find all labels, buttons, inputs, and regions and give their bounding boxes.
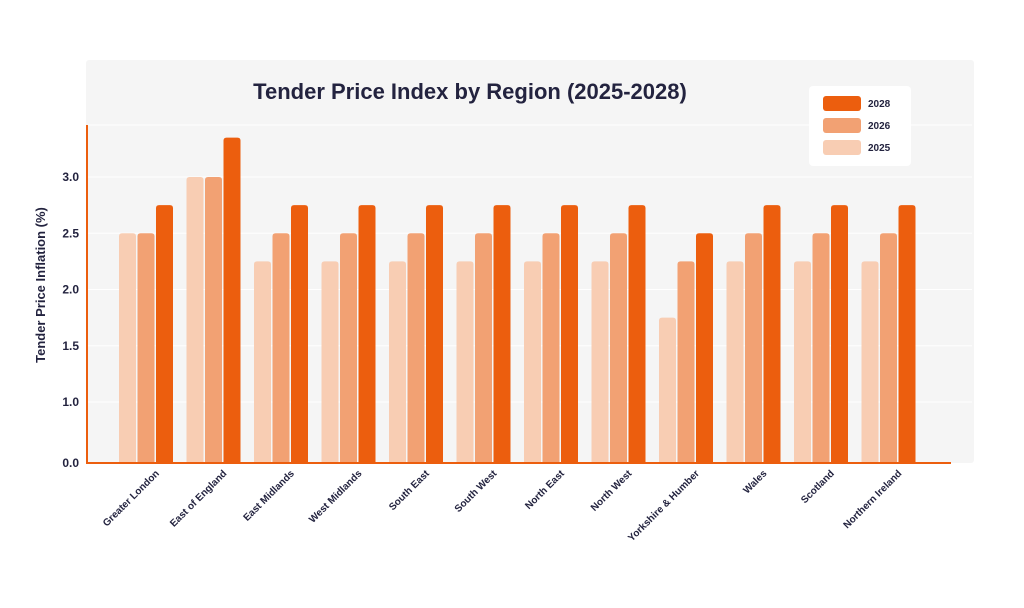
bar-2028 [831, 205, 848, 463]
y-axis-ticks: 0.0 1.0 1.5 2.0 2.5 3.0 [62, 170, 79, 470]
bar-2026 [137, 233, 155, 463]
bar-2025 [524, 261, 541, 463]
bar-2026 [880, 233, 897, 463]
bar-2025 [726, 261, 744, 463]
bar-2028 [426, 205, 443, 463]
bar-2025 [321, 261, 339, 463]
x-category-label: North West [589, 468, 635, 514]
bar-2028 [696, 233, 713, 463]
bar-2025 [456, 261, 474, 463]
bar-2025 [659, 317, 676, 463]
bar-2026 [205, 177, 222, 463]
legend: 2028 2026 2025 [809, 86, 911, 166]
x-category-label: Northern Ireland [842, 468, 905, 531]
bar-2028 [898, 205, 916, 463]
bar-2025 [389, 261, 406, 463]
x-category-label: South West [453, 468, 500, 515]
bar-2026 [610, 233, 627, 463]
y-tick-label: 2.0 [62, 283, 79, 297]
bar-2026 [340, 233, 357, 463]
bar-2028 [493, 205, 511, 463]
bar-2026 [475, 233, 492, 463]
bars [119, 137, 916, 463]
bar-2026 [542, 233, 560, 463]
y-tick-label: 2.5 [62, 226, 79, 240]
bar-2026 [407, 233, 425, 463]
bar-2026 [677, 261, 695, 463]
bar-2025 [254, 261, 271, 463]
legend-swatch-2028 [823, 96, 861, 111]
bar-2025 [119, 233, 136, 463]
x-category-label: Wales [741, 468, 769, 496]
legend-label-2026: 2026 [868, 121, 891, 132]
bar-2028 [763, 205, 781, 463]
x-category-label: Greater London [101, 468, 162, 529]
x-category-label: West Midlands [307, 468, 364, 525]
bar-2028 [156, 205, 173, 463]
x-category-label: Yorkshire & Humber [626, 468, 702, 544]
x-category-label: North East [523, 468, 567, 512]
y-tick-label: 1.5 [62, 339, 79, 353]
legend-label-2025: 2025 [868, 143, 891, 154]
legend-label-2028: 2028 [868, 99, 891, 110]
bar-2026 [745, 233, 762, 463]
bar-2025 [591, 261, 609, 463]
bar-2025 [186, 177, 204, 463]
bar-2028 [628, 205, 646, 463]
bar-2028 [358, 205, 376, 463]
bar-2025 [861, 261, 879, 463]
x-category-label: South East [387, 468, 432, 513]
y-axis-title: Tender Price Inflation (%) [33, 207, 48, 363]
legend-swatch-2026 [823, 118, 861, 133]
bar-2028 [223, 137, 241, 463]
bar-2028 [291, 205, 308, 463]
bar-2028 [561, 205, 578, 463]
y-tick-label: 1.0 [62, 395, 79, 409]
x-category-label: East of England [168, 468, 229, 529]
legend-swatch-2025 [823, 140, 861, 155]
x-axis-labels: Greater London East of England East Midlan… [101, 468, 904, 544]
bar-2026 [812, 233, 830, 463]
y-tick-label: 3.0 [62, 170, 79, 184]
x-category-label: East Midlands [242, 468, 298, 524]
y-tick-label: 0.0 [62, 456, 79, 470]
x-category-label: Scotland [799, 468, 837, 506]
bar-2026 [272, 233, 290, 463]
bar-2025 [794, 261, 811, 463]
chart-title: Tender Price Index by Region (2025-2028) [253, 79, 687, 104]
